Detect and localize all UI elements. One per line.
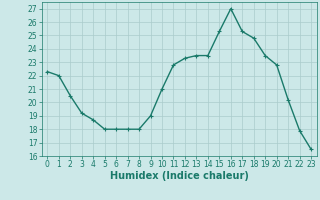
X-axis label: Humidex (Indice chaleur): Humidex (Indice chaleur) [110,171,249,181]
